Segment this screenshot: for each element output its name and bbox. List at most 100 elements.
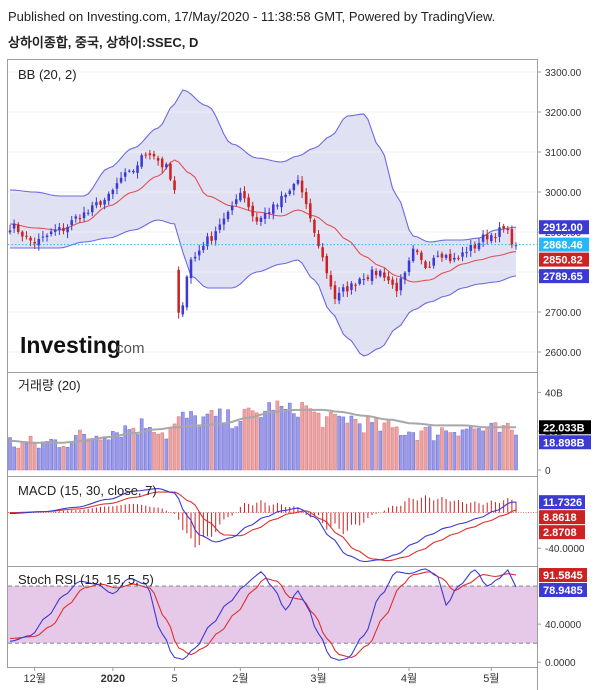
price-ytick-label: 2600.00 [545, 348, 582, 359]
volume-bar [378, 430, 383, 471]
candle-body [440, 253, 444, 258]
candle-body [366, 277, 370, 280]
candle-body [267, 212, 271, 214]
price-ytick-label: 3300.00 [545, 68, 582, 79]
volume-bar [275, 400, 280, 471]
candle-body [115, 183, 119, 189]
candle [432, 255, 435, 269]
candle [469, 239, 473, 257]
candle-body [8, 230, 12, 233]
volume-bar [32, 443, 37, 471]
xtick-label: 5월 [483, 672, 499, 685]
bb-title: BB (20, 2) [18, 67, 77, 82]
volume-bar [176, 416, 181, 471]
candle [251, 201, 254, 222]
volume-bar [222, 422, 226, 471]
candle-body [177, 269, 180, 313]
candle-body [428, 266, 431, 268]
candle-body [74, 216, 78, 219]
candle-body [86, 212, 90, 214]
candle-body [95, 202, 98, 206]
candle [123, 168, 127, 182]
candle [107, 191, 110, 206]
candle [132, 169, 135, 174]
investing-watermark: Investing .com [20, 332, 145, 358]
candle-body [173, 180, 176, 190]
candle-body [432, 257, 435, 266]
volume-bar [382, 422, 387, 471]
price-value-tag-bg [539, 252, 589, 267]
candle-body [206, 236, 209, 247]
volume-bar [193, 415, 197, 471]
candle [300, 176, 304, 199]
stochrsi-ytick-label: 40.0000 [545, 620, 582, 631]
price-ytick-label: 3100.00 [545, 148, 582, 159]
candle-body [395, 282, 398, 292]
candle [366, 274, 370, 282]
volume-bar [65, 447, 70, 471]
volume-bar [501, 425, 506, 471]
candle [173, 176, 176, 194]
price-value-tag: 2868.46 [539, 237, 589, 252]
volume-bar [366, 416, 370, 471]
symbol-title: 상하이종합, 중국, 상하이:SSEC, D [8, 35, 199, 50]
candle [304, 188, 308, 210]
candle-body [160, 158, 164, 168]
volume-bar [226, 409, 230, 471]
volume-bar [74, 435, 78, 471]
candle-body [181, 305, 185, 315]
volume-bar [123, 425, 128, 471]
candle-body [82, 212, 86, 219]
candle [210, 231, 213, 246]
volume-bar [419, 430, 424, 471]
volume-bar [78, 429, 82, 471]
published-caption: Published on Investing.com, 17/May/2020 … [8, 9, 496, 24]
volume-bar [205, 413, 210, 471]
candle-body [210, 236, 213, 241]
candle [136, 161, 139, 179]
candle-body [309, 203, 312, 219]
candle [156, 155, 160, 166]
volume-value-tag: 18.898B [539, 435, 591, 450]
candle [362, 273, 366, 286]
volume-bar [510, 429, 514, 471]
candle-body [148, 153, 152, 156]
volume-bar [115, 432, 119, 471]
macd-value-tag: 2.8708 [539, 525, 585, 540]
volume-bar [69, 441, 74, 471]
candle [243, 186, 246, 203]
volume-bar [448, 432, 452, 471]
candle [481, 230, 485, 247]
volume-bar [287, 402, 292, 471]
candle [25, 231, 28, 240]
candle-body [132, 170, 135, 173]
candle [461, 246, 464, 262]
candle [86, 209, 90, 216]
candle-body [346, 286, 349, 292]
candle [416, 248, 419, 255]
price-value-tag-text: 2868.46 [543, 240, 583, 252]
price-ytick-label: 2700.00 [545, 308, 582, 319]
volume-bar [333, 413, 337, 471]
volume-bar [357, 423, 362, 471]
volume-value-tag-text: 22.033B [543, 422, 585, 434]
volume-bar [8, 437, 12, 471]
candle [374, 268, 378, 279]
candle [395, 277, 398, 298]
price-value-tag-bg [539, 237, 589, 252]
candle-body [41, 236, 45, 238]
stochrsi-value-tag: 78.9485 [539, 583, 587, 598]
candle [226, 210, 230, 222]
candle-body [33, 242, 36, 244]
candle-body [383, 272, 386, 278]
candle [436, 250, 440, 258]
volume-value-tag: 22.033B [539, 420, 591, 435]
candle [317, 229, 320, 249]
volume-bar [86, 438, 90, 471]
candle [407, 257, 411, 276]
candle-body [490, 235, 493, 242]
volume-bar [271, 409, 276, 471]
candle [259, 215, 263, 226]
bb-upper-line [9, 89, 517, 243]
